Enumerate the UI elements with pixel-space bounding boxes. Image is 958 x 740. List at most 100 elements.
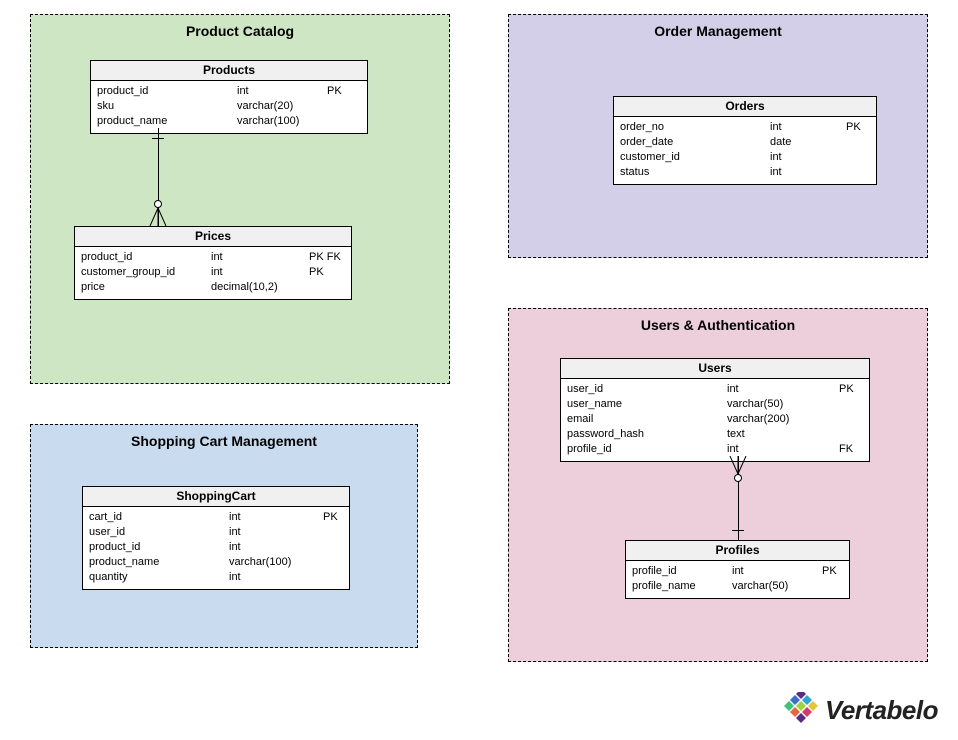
relation-circle (154, 200, 162, 208)
column-type: int (237, 84, 327, 99)
table-header-users: Users (561, 359, 869, 379)
table-row: cart_idintPK (89, 510, 343, 525)
column-key: PK (327, 84, 363, 99)
column-type: varchar(50) (727, 397, 839, 412)
column-name: order_date (620, 135, 770, 150)
table-body-users: user_idintPKuser_namevarchar(50)emailvar… (561, 379, 869, 461)
column-name: customer_group_id (81, 265, 211, 280)
table-row: product_idintPK (97, 84, 361, 99)
column-type: int (229, 510, 323, 525)
column-type: int (727, 382, 839, 397)
column-name: status (620, 165, 770, 180)
column-key (846, 165, 874, 180)
table-header-prices: Prices (75, 227, 351, 247)
column-type: int (229, 540, 323, 555)
table-row: quantityint (89, 570, 343, 585)
table-shopping-cart-table: ShoppingCartcart_idintPKuser_idintproduc… (82, 486, 350, 590)
column-key: PK (846, 120, 874, 135)
column-key (327, 99, 363, 114)
column-name: profile_name (632, 579, 732, 594)
column-type: varchar(100) (229, 555, 323, 570)
table-row: product_idintPK FK (81, 250, 345, 265)
column-name: sku (97, 99, 237, 114)
column-type: int (211, 250, 309, 265)
table-header-profiles: Profiles (626, 541, 849, 561)
column-type: varchar(200) (727, 412, 839, 427)
relation-tick (732, 530, 744, 531)
table-row: emailvarchar(200) (567, 412, 863, 427)
column-type: int (229, 570, 323, 585)
table-profiles: Profilesprofile_idintPKprofile_namevarch… (625, 540, 850, 599)
table-row: skuvarchar(20) (97, 99, 361, 114)
relation-crowfoot (146, 208, 170, 232)
column-key (839, 427, 867, 442)
table-body-orders: order_nointPKorder_datedatecustomer_idin… (614, 117, 876, 184)
module-title-order-management: Order Management (509, 23, 927, 39)
table-row: profile_idintFK (567, 442, 863, 457)
relation-tick (152, 138, 164, 139)
column-type: varchar(20) (237, 99, 327, 114)
column-name: price (81, 280, 211, 295)
table-body-prices: product_idintPK FKcustomer_group_idintPK… (75, 247, 351, 299)
column-name: user_name (567, 397, 727, 412)
column-key (309, 280, 349, 295)
column-key: PK FK (309, 250, 349, 265)
table-row: customer_group_idintPK (81, 265, 345, 280)
column-name: cart_id (89, 510, 229, 525)
table-prices: Pricesproduct_idintPK FKcustomer_group_i… (74, 226, 352, 300)
column-name: product_id (81, 250, 211, 265)
table-row: user_namevarchar(50) (567, 397, 863, 412)
column-name: order_no (620, 120, 770, 135)
column-type: int (770, 120, 846, 135)
column-key (839, 412, 867, 427)
table-orders: Ordersorder_nointPKorder_datedatecustome… (613, 96, 877, 185)
column-key (323, 570, 347, 585)
table-row: password_hashtext (567, 427, 863, 442)
table-body-shopping-cart-table: cart_idintPKuser_idintproduct_idintprodu… (83, 507, 349, 589)
column-key (846, 135, 874, 150)
column-type: decimal(10,2) (211, 280, 309, 295)
column-type: int (211, 265, 309, 280)
vertabelo-logo-text: Vertabelo (825, 695, 938, 726)
table-row: order_datedate (620, 135, 870, 150)
column-name: email (567, 412, 727, 427)
column-key (846, 150, 874, 165)
column-name: password_hash (567, 427, 727, 442)
column-key (323, 540, 347, 555)
column-name: product_id (89, 540, 229, 555)
module-title-shopping-cart: Shopping Cart Management (31, 433, 417, 449)
column-name: quantity (89, 570, 229, 585)
column-key: PK (323, 510, 347, 525)
vertabelo-logo: Vertabelo (783, 692, 938, 728)
table-header-orders: Orders (614, 97, 876, 117)
column-name: profile_id (632, 564, 732, 579)
table-row: order_nointPK (620, 120, 870, 135)
module-title-users-auth: Users & Authentication (509, 317, 927, 333)
table-row: profile_namevarchar(50) (632, 579, 843, 594)
column-type: int (770, 165, 846, 180)
relation-crowfoot (726, 456, 750, 480)
column-type: date (770, 135, 846, 150)
table-header-shopping-cart-table: ShoppingCart (83, 487, 349, 507)
column-name: product_id (97, 84, 237, 99)
table-products: Productsproduct_idintPKskuvarchar(20)pro… (90, 60, 368, 134)
table-row: user_idintPK (567, 382, 863, 397)
table-body-profiles: profile_idintPKprofile_namevarchar(50) (626, 561, 849, 598)
column-name: product_name (89, 555, 229, 570)
table-row: product_namevarchar(100) (97, 114, 361, 129)
column-type: int (229, 525, 323, 540)
column-type: int (732, 564, 822, 579)
table-row: statusint (620, 165, 870, 180)
column-key (839, 397, 867, 412)
module-title-product-catalog: Product Catalog (31, 23, 449, 39)
column-key: PK (309, 265, 349, 280)
column-name: user_id (567, 382, 727, 397)
column-key: FK (839, 442, 867, 457)
table-row: pricedecimal(10,2) (81, 280, 345, 295)
vertabelo-icon (783, 692, 819, 728)
table-body-products: product_idintPKskuvarchar(20)product_nam… (91, 81, 367, 133)
column-key (323, 525, 347, 540)
table-row: user_idint (89, 525, 343, 540)
table-row: customer_idint (620, 150, 870, 165)
column-type: int (727, 442, 839, 457)
